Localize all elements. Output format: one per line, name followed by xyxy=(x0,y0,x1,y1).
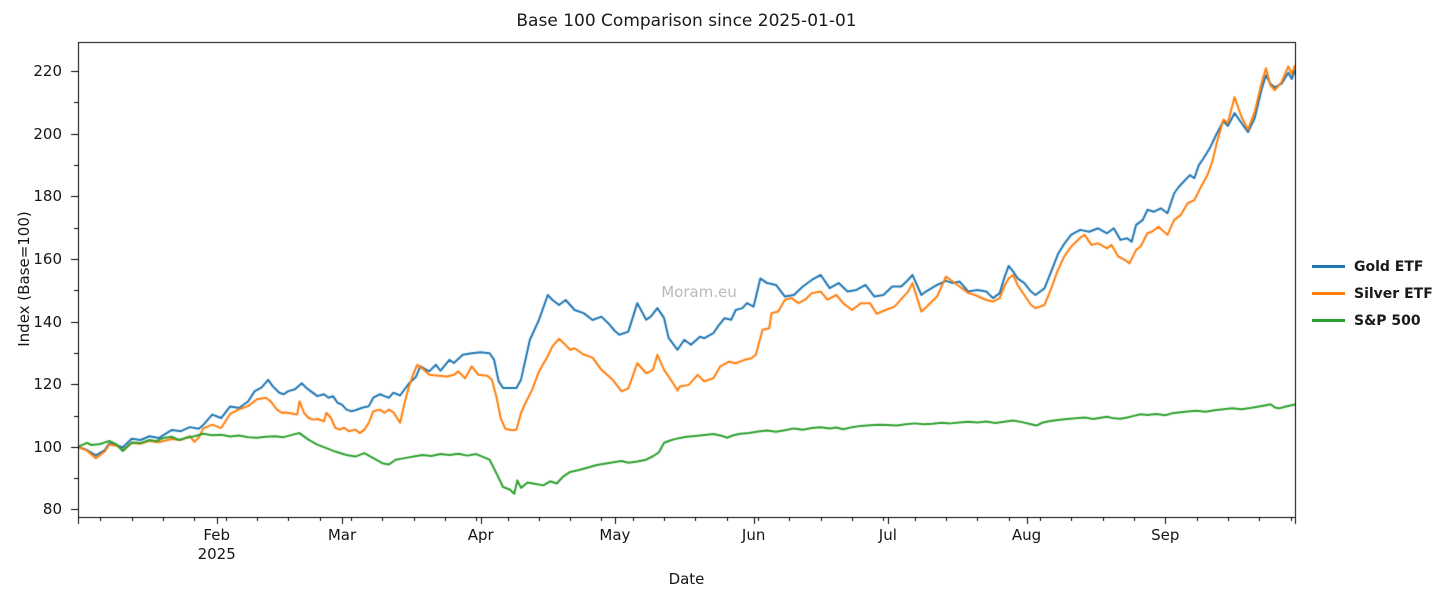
x-tick-label: Feb xyxy=(203,526,230,544)
watermark-text: Moram.eu xyxy=(661,283,737,301)
gold-etf-line-swatch xyxy=(1312,265,1345,268)
x-tick-label: Jul xyxy=(878,526,897,544)
x-tick-label: May xyxy=(599,526,631,544)
x-tick-label: Jun xyxy=(741,526,766,544)
silver-etf-line-swatch xyxy=(1312,292,1345,295)
sp500-line-swatch xyxy=(1312,319,1345,322)
y-tick-label: 80 xyxy=(42,500,62,519)
y-tick-label: 180 xyxy=(33,187,62,206)
y-tick-label: 120 xyxy=(33,375,62,394)
y-tick-label: 200 xyxy=(33,124,62,143)
legend-item-silver-etf: Silver ETF xyxy=(1312,280,1433,307)
x-tick-sublabel: 2025 xyxy=(197,545,236,563)
x-axis-label: Date xyxy=(668,570,705,588)
legend-label: Gold ETF xyxy=(1354,258,1424,275)
y-tick-label: 100 xyxy=(33,437,62,456)
x-tick-label: Sep xyxy=(1151,526,1180,544)
y-tick-label: 140 xyxy=(33,312,62,331)
x-tick-label: Mar xyxy=(327,526,357,544)
x-tick-label: Aug xyxy=(1011,526,1042,544)
legend-label: S&P 500 xyxy=(1354,312,1421,329)
legend: Gold ETF Silver ETF S&P 500 xyxy=(1312,253,1433,334)
y-tick-label: 220 xyxy=(33,62,62,81)
legend-label: Silver ETF xyxy=(1354,285,1433,302)
y-tick-label: 160 xyxy=(33,249,62,268)
legend-item-sp500: S&P 500 xyxy=(1312,307,1433,334)
x-tick-label: Apr xyxy=(467,526,494,544)
y-axis-label: Index (Base=100) xyxy=(15,211,33,347)
legend-item-gold-etf: Gold ETF xyxy=(1312,253,1433,280)
chart-title: Base 100 Comparison since 2025-01-01 xyxy=(516,11,857,31)
